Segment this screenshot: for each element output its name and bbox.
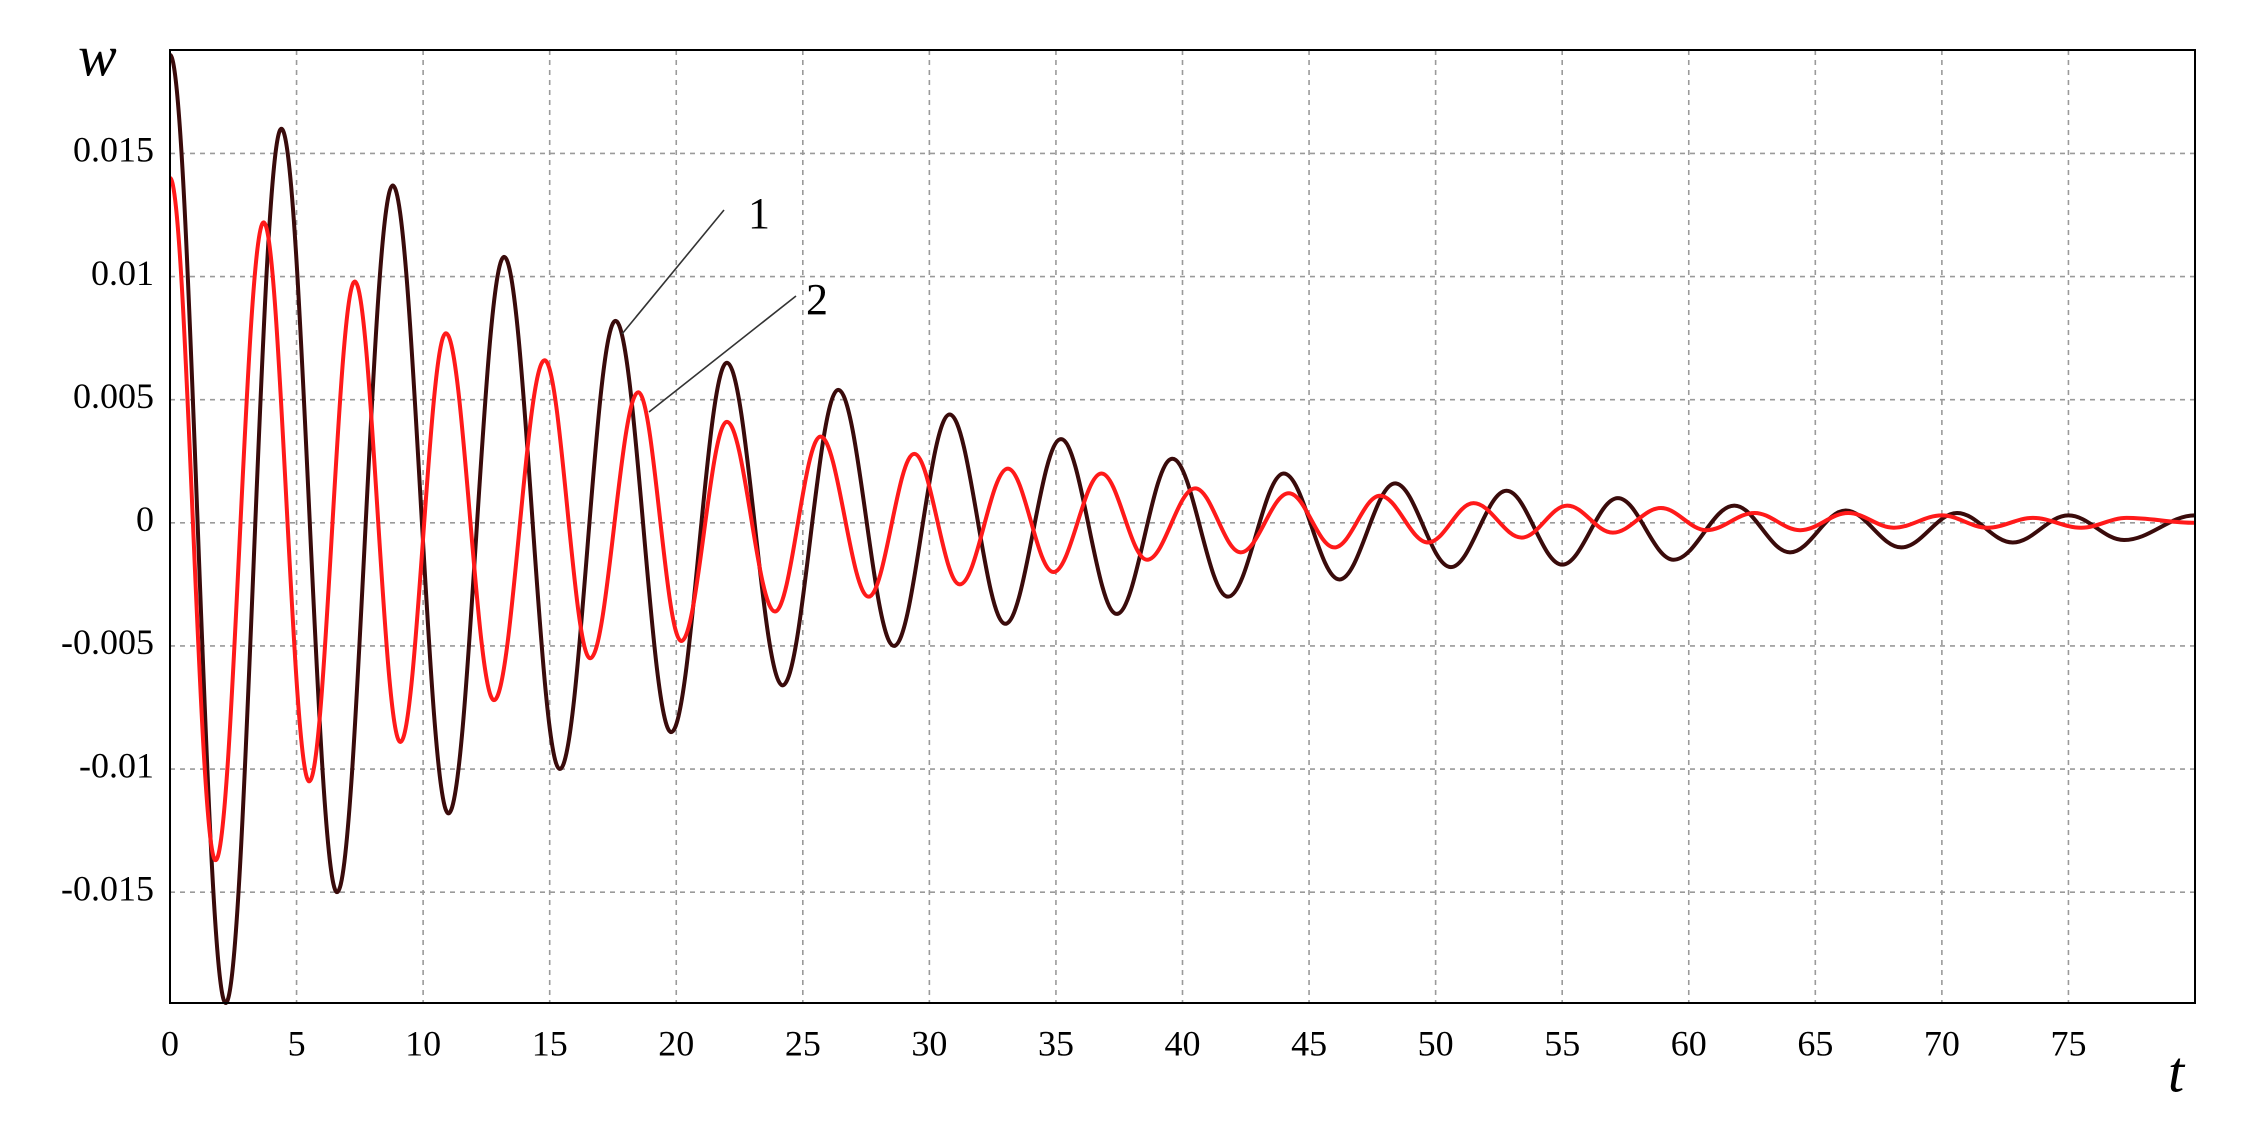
- x-tick-label: 75: [2050, 1023, 2086, 1063]
- x-tick-label: 65: [1797, 1023, 1833, 1063]
- annotation: 2: [806, 275, 828, 324]
- annotation-leader: [621, 209, 725, 335]
- x-tick-label: 5: [288, 1023, 306, 1063]
- y-tick-label: 0.015: [73, 130, 154, 170]
- x-tick-label: 20: [658, 1023, 694, 1063]
- series-line: [168, 176, 2196, 863]
- x-tick-label: 60: [1671, 1023, 1707, 1063]
- x-tick-label: 45: [1291, 1023, 1327, 1063]
- x-tick-label: 10: [405, 1023, 441, 1063]
- y-tick-label: -0.015: [61, 868, 154, 908]
- y-axis-label: w: [78, 23, 117, 88]
- annotation: 1: [748, 189, 770, 238]
- x-tick-label: 25: [785, 1023, 821, 1063]
- x-tick-label: 50: [1418, 1023, 1454, 1063]
- x-tick-label: 55: [1544, 1023, 1580, 1063]
- plot-frame: [169, 49, 2196, 1004]
- y-tick-label: -0.005: [61, 622, 154, 662]
- x-axis-label: t: [2168, 1039, 2186, 1104]
- x-tick-label: 0: [161, 1023, 179, 1063]
- y-tick-label: -0.01: [79, 745, 154, 785]
- y-tick-label: 0.01: [91, 253, 154, 293]
- series-line: [168, 52, 2196, 1005]
- x-tick-label: 40: [1165, 1023, 1201, 1063]
- y-tick-label: 0.005: [73, 376, 154, 416]
- x-tick-label: 15: [532, 1023, 568, 1063]
- x-tick-label: 70: [1924, 1023, 1960, 1063]
- x-tick-label: 30: [911, 1023, 947, 1063]
- y-tick-label: 0: [136, 499, 154, 539]
- x-tick-label: 35: [1038, 1023, 1074, 1063]
- annotation-leader: [648, 295, 797, 413]
